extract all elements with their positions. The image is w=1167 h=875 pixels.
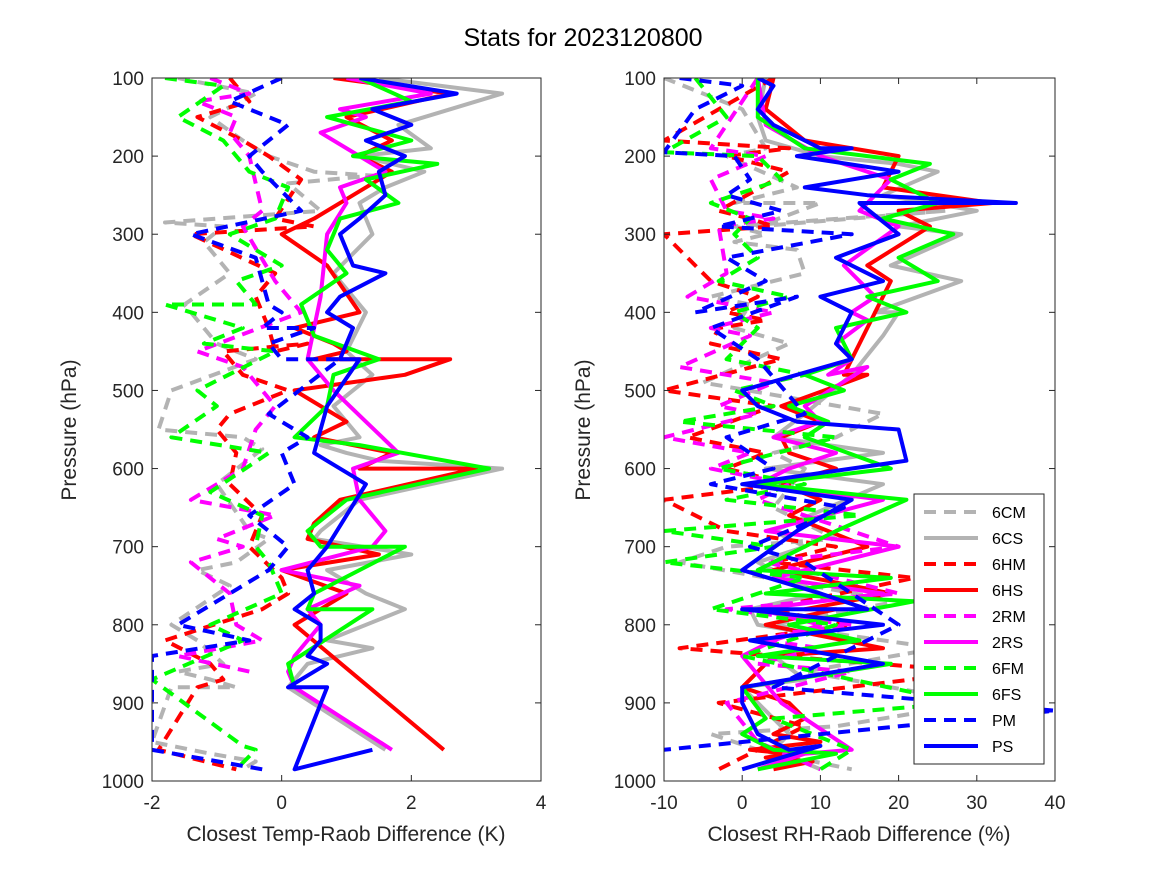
legend-label-6cm: 6CM <box>992 505 1026 522</box>
rh-xtick-label: 30 <box>966 793 987 814</box>
temp-series-lines <box>152 78 505 772</box>
temp-series-pm <box>152 78 342 772</box>
temp-ytick-label: 500 <box>112 381 144 402</box>
rh-ytick-label: 400 <box>624 303 656 324</box>
rh-xtick-label: 40 <box>1044 793 1065 814</box>
rh-ytick-label: 300 <box>624 225 656 246</box>
rh-ytick-label: 500 <box>624 381 656 402</box>
rh-ytick-label: 600 <box>624 460 656 481</box>
rh-xtick-label: 0 <box>737 793 748 814</box>
temp-series-6hs <box>279 78 479 752</box>
temp-series-6hm <box>156 78 317 772</box>
legend-label-6fs: 6FS <box>992 687 1021 704</box>
rh-series-6fs <box>740 78 956 772</box>
temp-series-2rs <box>279 78 433 752</box>
legend-label-2rs: 2RS <box>992 635 1023 652</box>
rh-ytick-label: 900 <box>624 694 656 715</box>
temp-ytick-label: 100 <box>112 69 144 90</box>
rh-series-6fm <box>664 78 964 771</box>
rh-ytick-label: 800 <box>624 616 656 637</box>
rh-series-ps <box>740 78 1018 772</box>
rh-xtick-label: -10 <box>650 793 677 814</box>
rh-ytick-label: 1000 <box>614 772 656 793</box>
temp-xtick-label: 0 <box>276 793 287 814</box>
temp-ytick-label: 200 <box>112 147 144 168</box>
temp-ytick-label: 900 <box>112 694 144 715</box>
legend-label-ps: PS <box>992 739 1013 756</box>
temp-ylabel: Pressure (hPa) <box>58 359 81 500</box>
temp-series-6cs <box>286 78 505 752</box>
rh-series-pm <box>664 78 1055 752</box>
legend-label-6hm: 6HM <box>992 557 1026 574</box>
rh-xtick-label: 20 <box>888 793 909 814</box>
legend-label-pm: PM <box>992 713 1016 730</box>
legend-label-6cs: 6CS <box>992 531 1023 548</box>
rh-ylabel: Pressure (hPa) <box>572 359 595 500</box>
rh-ticks: -10 0 10 20 30 40 100 200 300 400 500 600 700 800 900 1… <box>614 69 1066 814</box>
temp-ytick-label: 700 <box>112 538 144 559</box>
temp-xtick-label: -2 <box>144 793 161 814</box>
temp-series-2rm <box>175 78 304 674</box>
temp-ytick-label: 1000 <box>102 772 144 793</box>
temp-xlabel: Closest Temp-Raob Difference (K) <box>186 823 505 846</box>
temp-xtick-label: 4 <box>536 793 547 814</box>
rh-series-lines <box>664 78 1055 772</box>
temp-ytick-label: 400 <box>112 303 144 324</box>
temp-axes-box <box>151 77 542 782</box>
legend-box <box>913 493 1045 765</box>
temp-panel: -2 0 2 4 100 200 300 400 500 600 700 800 900 1000 Clo… <box>58 69 547 846</box>
legend-label-6hs: 6HS <box>992 583 1023 600</box>
temp-ticks: -2 0 2 4 100 200 300 400 500 600 700 800 900 1000 <box>102 69 547 814</box>
temp-ytick-label: 600 <box>112 460 144 481</box>
temp-series-ps <box>286 78 459 772</box>
rh-ytick-label: 100 <box>624 69 656 90</box>
temp-xtick-label: 2 <box>406 793 417 814</box>
temp-plot-area <box>152 78 541 781</box>
legend-label-6fm: 6FM <box>992 661 1024 678</box>
temp-ytick-label: 300 <box>112 225 144 246</box>
legend: 6CM 6CS 6HM 6HS 2RM 2RS 6FM 6FS PM PS <box>913 493 1045 765</box>
rh-axes-box <box>663 77 1056 782</box>
rh-ytick-label: 200 <box>624 147 656 168</box>
rh-xlabel: Closest RH-Raob Difference (%) <box>707 823 1010 846</box>
rh-xtick-label: 10 <box>810 793 831 814</box>
legend-label-2rm: 2RM <box>992 609 1026 626</box>
temp-series-6fm <box>152 78 291 771</box>
rh-ytick-label: 700 <box>624 538 656 559</box>
temp-ytick-label: 800 <box>112 616 144 637</box>
figure-title: Stats for 2023120800 <box>463 24 702 52</box>
